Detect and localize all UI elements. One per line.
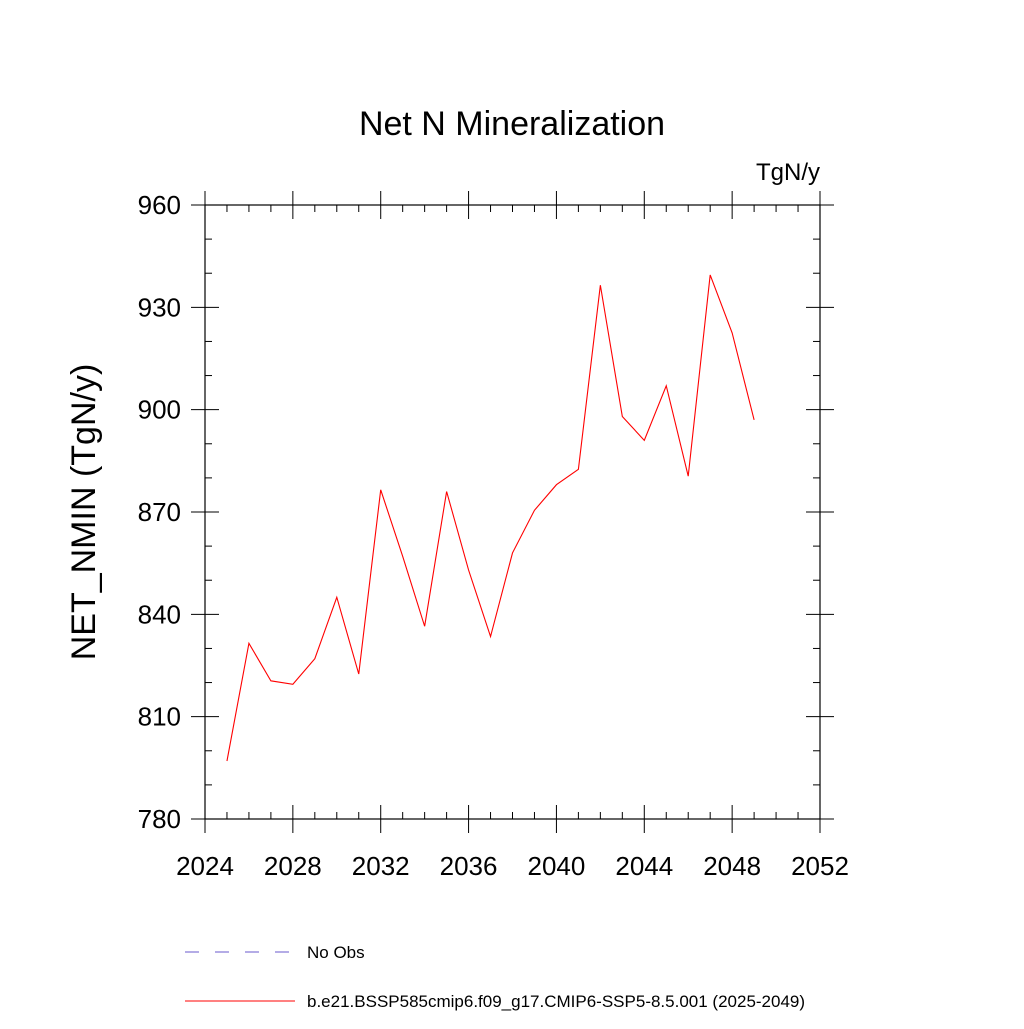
data-point	[643, 439, 646, 442]
data-point	[247, 642, 250, 645]
y-tick-label: 840	[138, 599, 181, 629]
data-point	[577, 468, 580, 471]
x-tick-label: 2048	[703, 851, 761, 881]
data-point	[533, 509, 536, 512]
data-point	[621, 415, 624, 418]
data-point	[357, 672, 360, 675]
x-tick-label: 2024	[176, 851, 234, 881]
data-point	[687, 475, 690, 478]
data-point	[291, 683, 294, 686]
data-point	[489, 635, 492, 638]
y-tick-label: 960	[138, 190, 181, 220]
data-point	[467, 568, 470, 571]
data-point	[709, 273, 712, 276]
data-point	[379, 488, 382, 491]
units-label: TgN/y	[756, 159, 820, 186]
plot-frame	[204, 204, 821, 820]
x-tick-label: 2040	[528, 851, 586, 881]
data-point	[731, 331, 734, 334]
data-point	[599, 284, 602, 287]
data-point	[335, 596, 338, 599]
series-line-0	[226, 274, 755, 762]
data-point	[269, 679, 272, 682]
x-tick-label: 2044	[615, 851, 673, 881]
data-point	[313, 657, 316, 660]
y-tick-label: 870	[138, 497, 181, 527]
data-point	[511, 551, 514, 554]
y-tick-label: 810	[138, 702, 181, 732]
y-tick-label: 900	[138, 395, 181, 425]
y-tick-label: 930	[138, 292, 181, 322]
data-point	[423, 625, 426, 628]
x-tick-label: 2052	[791, 851, 849, 881]
x-tick-label: 2028	[264, 851, 322, 881]
data-point	[225, 759, 228, 762]
legend-label: b.e21.BSSP585cmip6.f09_g17.CMIP6-SSP5-8.…	[307, 992, 805, 1011]
data-point	[401, 555, 404, 558]
y-axis-label: NET_NMIN (TgN/y)	[65, 364, 103, 661]
data-point	[753, 418, 756, 421]
data-point	[665, 384, 668, 387]
legend: No Obs b.e21.BSSP585cmip6.f09_g17.CMIP6-S…	[185, 943, 805, 1011]
chart-title: Net N Mineralization	[359, 105, 665, 143]
data-point	[445, 490, 448, 493]
data-point	[555, 483, 558, 486]
y-tick-label: 780	[138, 804, 181, 834]
x-tick-label: 2036	[440, 851, 498, 881]
x-tick-label: 2032	[352, 851, 410, 881]
legend-label: No Obs	[307, 943, 365, 962]
